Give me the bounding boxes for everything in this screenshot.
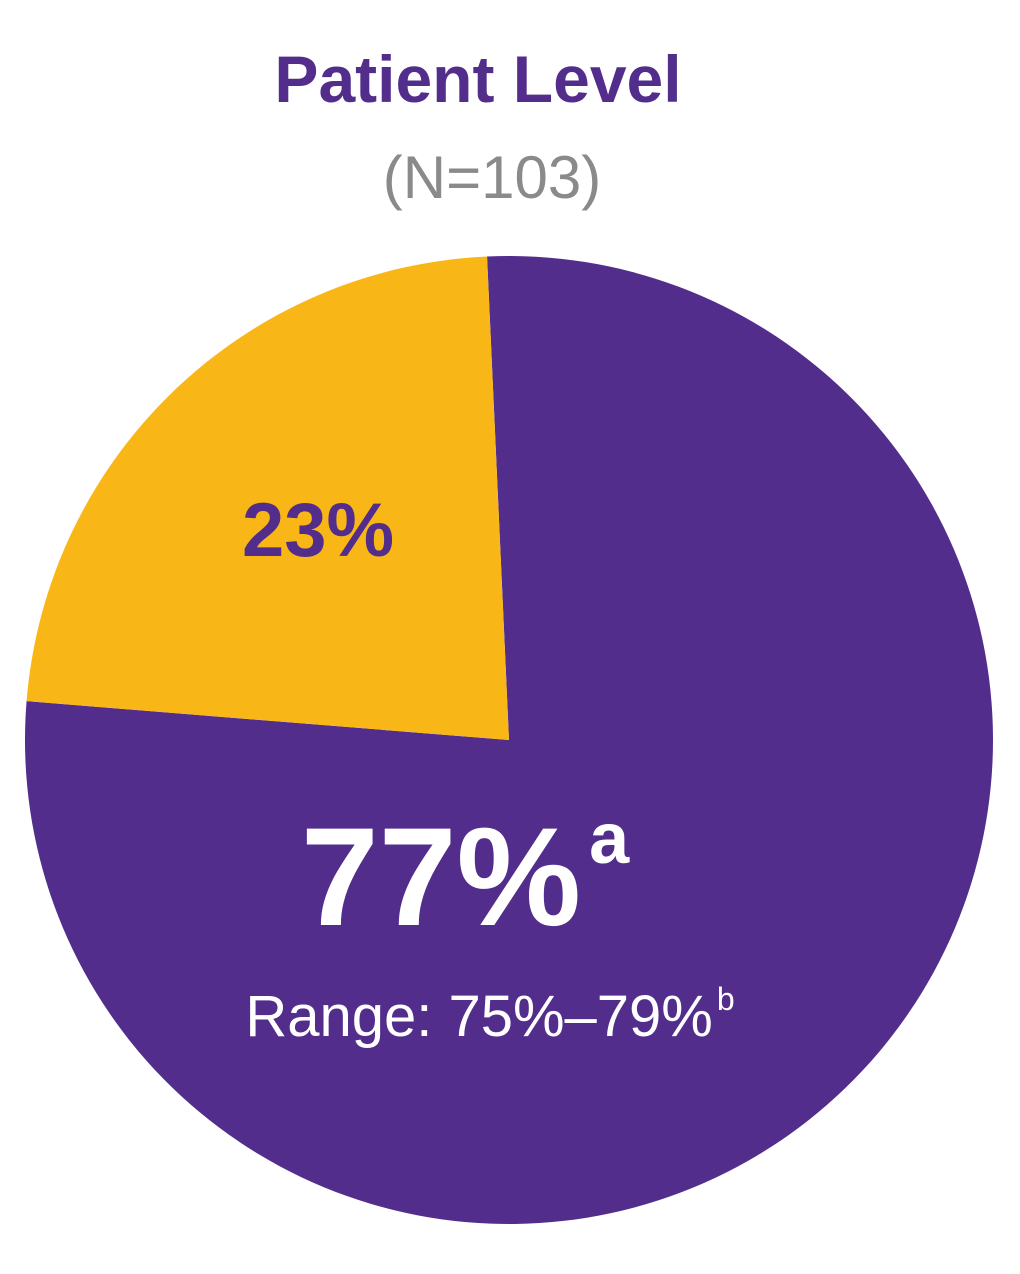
pie-slice bbox=[26, 256, 510, 740]
value-label: 23% bbox=[242, 488, 394, 573]
value-label-group: 77% a bbox=[301, 798, 630, 955]
annotation-note: b bbox=[717, 981, 735, 1017]
chart-title: Patient Level bbox=[274, 42, 681, 116]
chart-subtitle: (N=103) bbox=[383, 144, 601, 211]
value-label-note: a bbox=[589, 799, 630, 879]
value-label-group: 23% bbox=[242, 488, 394, 573]
annotation-group: Range: 75%–79% b bbox=[245, 981, 734, 1049]
value-label: 77% bbox=[301, 798, 581, 955]
annotation: Range: 75%–79% bbox=[245, 984, 713, 1049]
pie-slice bbox=[24, 255, 994, 1224]
